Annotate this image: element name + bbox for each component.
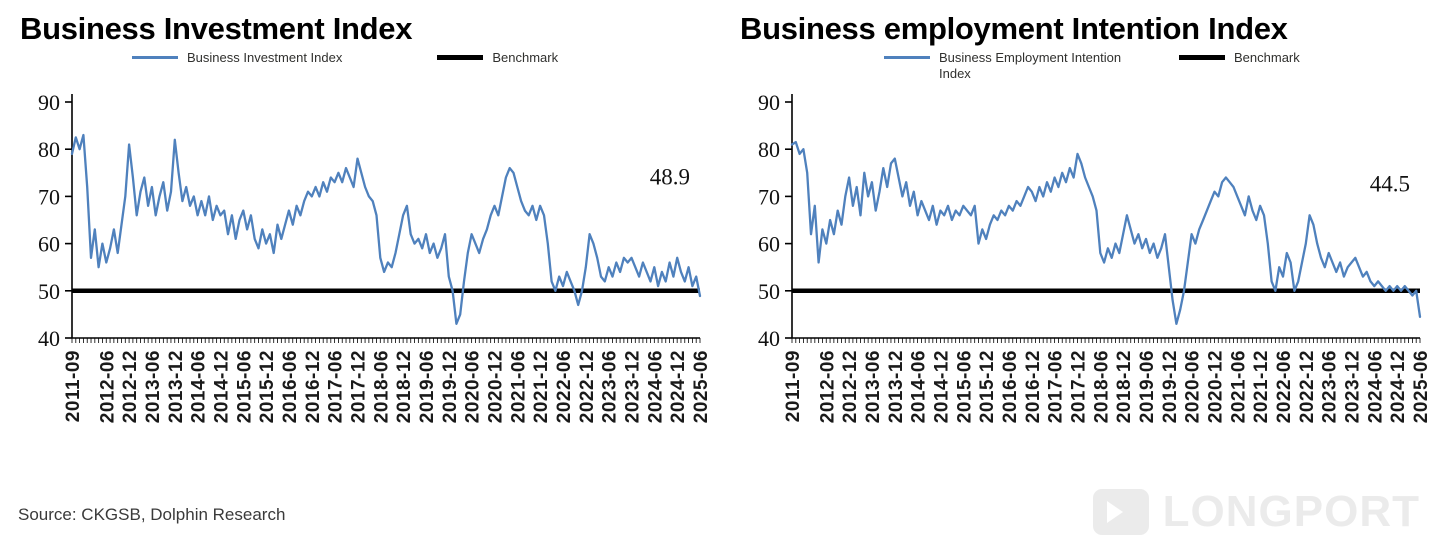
svg-text:2022-12: 2022-12 [1297, 350, 1318, 423]
legend-item-benchmark: Benchmark [437, 50, 558, 66]
svg-text:2018-06: 2018-06 [1091, 350, 1112, 423]
svg-text:2017-12: 2017-12 [348, 350, 369, 423]
svg-text:44.5: 44.5 [1370, 172, 1410, 197]
svg-text:2016-12: 2016-12 [303, 350, 324, 423]
legend-label-series: Business Investment Index [187, 50, 343, 66]
source-note: Source: CKGSB, Dolphin Research [18, 505, 286, 524]
svg-text:2016-06: 2016-06 [1000, 350, 1021, 423]
svg-text:2015-06: 2015-06 [234, 350, 255, 423]
svg-text:2024-06: 2024-06 [1365, 350, 1386, 423]
svg-text:2019-12: 2019-12 [440, 350, 461, 423]
svg-text:2015-06: 2015-06 [954, 350, 975, 423]
svg-text:2021-06: 2021-06 [1228, 350, 1249, 423]
svg-text:2023-12: 2023-12 [1342, 350, 1363, 423]
svg-text:2022-06: 2022-06 [554, 350, 575, 423]
svg-text:2013-06: 2013-06 [143, 350, 164, 423]
svg-text:2013-06: 2013-06 [863, 350, 884, 423]
svg-text:40: 40 [38, 326, 60, 351]
svg-text:2019-06: 2019-06 [417, 350, 438, 423]
svg-text:2018-12: 2018-12 [394, 350, 415, 423]
svg-text:2023-06: 2023-06 [1320, 350, 1341, 423]
svg-text:90: 90 [38, 90, 60, 115]
svg-text:50: 50 [758, 279, 780, 304]
investment-chart-title: Business Investment Index [20, 11, 413, 46]
legend-item-benchmark: Benchmark [1179, 50, 1300, 66]
svg-text:2011-09: 2011-09 [63, 350, 84, 422]
svg-text:2021-06: 2021-06 [508, 350, 529, 423]
svg-text:2016-06: 2016-06 [280, 350, 301, 423]
svg-text:70: 70 [758, 184, 780, 209]
svg-text:2022-12: 2022-12 [577, 350, 598, 423]
svg-text:2025-06: 2025-06 [1411, 350, 1432, 423]
svg-text:2024-12: 2024-12 [1388, 350, 1409, 423]
benchmark-line-swatch [437, 55, 484, 61]
svg-text:2018-06: 2018-06 [371, 350, 392, 423]
svg-text:2014-12: 2014-12 [931, 350, 952, 423]
watermark-text: LONGPORT [1162, 487, 1420, 536]
legend-label-series: Business Employment Intention Index [939, 50, 1122, 82]
svg-text:2020-06: 2020-06 [1183, 350, 1204, 423]
legend-item-series: Business Investment Index [132, 50, 342, 66]
svg-text:2012-12: 2012-12 [120, 350, 141, 423]
svg-text:2019-06: 2019-06 [1137, 350, 1158, 423]
svg-text:2017-06: 2017-06 [1046, 350, 1067, 423]
svg-text:2011-09: 2011-09 [783, 350, 804, 422]
benchmark-line-swatch [1179, 55, 1225, 61]
svg-text:2016-12: 2016-12 [1023, 350, 1044, 423]
svg-text:2025-06: 2025-06 [691, 350, 712, 423]
svg-text:2012-06: 2012-06 [97, 350, 118, 423]
investment-chart: Business Investment Index Business Inves… [14, 6, 720, 468]
longport-watermark: LONGPORT [1092, 487, 1420, 536]
investment-chart-legend: Business Investment Index Benchmark [14, 50, 720, 86]
svg-text:2013-12: 2013-12 [886, 350, 907, 423]
svg-text:2020-12: 2020-12 [1205, 350, 1226, 423]
legend-item-series: Business Employment Intention Index [884, 50, 1124, 83]
svg-text:2023-12: 2023-12 [622, 350, 643, 423]
svg-text:2020-12: 2020-12 [485, 350, 506, 423]
svg-text:40: 40 [758, 326, 780, 351]
svg-text:48.9: 48.9 [650, 165, 690, 190]
svg-text:2012-06: 2012-06 [817, 350, 838, 423]
employment-chart-legend: Business Employment Intention Index Benc… [734, 50, 1440, 86]
svg-text:80: 80 [38, 137, 60, 162]
svg-text:2021-12: 2021-12 [531, 350, 552, 423]
longport-logo-icon [1092, 489, 1149, 535]
svg-text:2023-06: 2023-06 [600, 350, 621, 423]
svg-text:2021-12: 2021-12 [1251, 350, 1272, 423]
legend-label-benchmark: Benchmark [1234, 50, 1300, 66]
svg-text:60: 60 [38, 232, 60, 257]
svg-text:2022-06: 2022-06 [1274, 350, 1295, 423]
svg-text:2019-12: 2019-12 [1160, 350, 1181, 423]
employment-chart: Business employment Intention Index Busi… [734, 6, 1440, 468]
svg-text:2017-06: 2017-06 [326, 350, 347, 423]
svg-text:2014-12: 2014-12 [211, 350, 232, 423]
employment-chart-title: Business employment Intention Index [740, 11, 1288, 46]
series-line-swatch [132, 56, 178, 60]
svg-text:80: 80 [758, 137, 780, 162]
svg-text:2015-12: 2015-12 [257, 350, 278, 423]
svg-text:2014-06: 2014-06 [909, 350, 930, 423]
series-line-swatch [884, 56, 930, 60]
svg-text:2012-12: 2012-12 [840, 350, 861, 423]
svg-text:2018-12: 2018-12 [1114, 350, 1135, 423]
svg-text:2015-12: 2015-12 [977, 350, 998, 423]
legend-label-benchmark: Benchmark [492, 50, 559, 66]
svg-text:2013-12: 2013-12 [166, 350, 187, 423]
svg-text:2014-06: 2014-06 [189, 350, 210, 423]
svg-text:2024-06: 2024-06 [645, 350, 666, 423]
svg-text:70: 70 [38, 184, 60, 209]
svg-text:2020-06: 2020-06 [463, 350, 484, 423]
svg-text:90: 90 [758, 90, 780, 115]
svg-text:50: 50 [38, 279, 60, 304]
svg-text:60: 60 [758, 232, 780, 257]
svg-text:2017-12: 2017-12 [1068, 350, 1089, 423]
svg-text:2024-12: 2024-12 [668, 350, 689, 423]
